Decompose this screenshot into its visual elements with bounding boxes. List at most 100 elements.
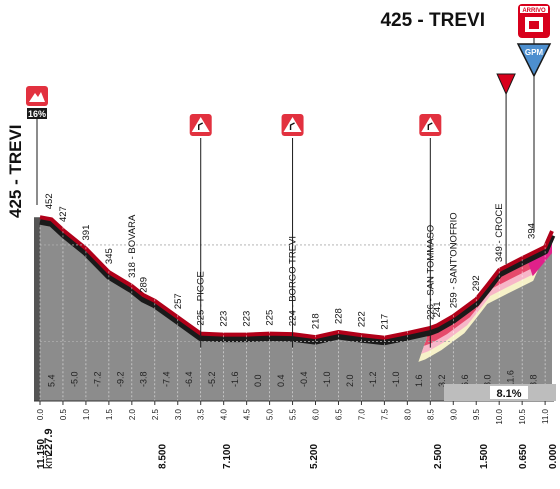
last-km-badge [444, 384, 556, 401]
climb-badge-text: 16% [28, 109, 46, 119]
x-tick-label: 4.0 [220, 408, 229, 420]
gradient-label: -7.2 [92, 371, 102, 387]
x-tick-label: 5.5 [289, 408, 298, 420]
x-tick-label: 4.5 [243, 408, 252, 420]
gradient-label: 1.6 [414, 374, 424, 387]
last-km-badge-text: 8.1% [496, 388, 521, 400]
remaining-distance: 1.500 [479, 444, 490, 469]
gpm-label: GPM [525, 48, 544, 57]
altitude-label: 223 [219, 311, 230, 327]
place-label: 318 - BOVARA [127, 214, 138, 278]
x-tick-label: 9.0 [449, 408, 458, 420]
gradient-label: -0.4 [299, 371, 309, 387]
x-tick-label: 6.0 [312, 408, 321, 420]
x-tick-label: 0.0 [36, 408, 45, 420]
hazard-markers [189, 114, 442, 348]
gradient-label: -1.6 [230, 371, 240, 387]
x-tick-label: 7.5 [380, 408, 389, 420]
x-tick-label: 3.5 [197, 408, 206, 420]
gradient-label: -1.0 [391, 371, 401, 387]
altitude-label: 292 [471, 275, 482, 291]
altitude-label: 427 [58, 206, 69, 222]
arrivo-label: ARRIVO [522, 8, 546, 14]
altitude-label: 218 [311, 313, 322, 329]
gradient-label: 2.0 [345, 374, 355, 387]
gradient-label: 8.0 [483, 374, 493, 387]
total-distance-label: 227.9 [43, 428, 55, 456]
x-tick-label: 1.0 [82, 408, 91, 420]
remaining-distance: 0.650 [518, 444, 529, 469]
finish-title: 425 - TREVI [380, 10, 485, 31]
altitude-label: 241 [432, 302, 443, 318]
gradient-label: 8.8 [529, 374, 539, 387]
start-town-label: 425 - TREVI [6, 124, 25, 218]
climb-warning-icon [26, 86, 48, 106]
gradient-label: -1.0 [322, 371, 332, 387]
place-label: 259 - SANT'ONOFRIO [448, 212, 459, 308]
altitude-label: 228 [333, 308, 344, 324]
altitude-label: 345 [104, 248, 115, 264]
x-tick-label: 2.5 [151, 408, 160, 420]
gradient-label: -6.4 [184, 371, 194, 387]
last-km-flag-icon [496, 73, 516, 265]
x-tick-label: 8.5 [426, 408, 435, 420]
finish-flag-icon [518, 4, 550, 38]
hazard-icon [189, 114, 212, 136]
x-tick-label: 10.0 [495, 408, 504, 424]
altitude-label: 452 [44, 193, 55, 209]
remaining-distance: 7.100 [222, 444, 233, 469]
remaining-distance: 2.500 [433, 444, 444, 469]
gradient-label: -5.2 [207, 371, 217, 387]
place-label: 349 - CROCE [494, 203, 505, 262]
x-tick-label: 1.5 [105, 408, 114, 420]
remaining-distance: 0.000 [548, 444, 559, 469]
altitude-label: 222 [356, 311, 367, 327]
x-tick-label: 5.0 [266, 408, 275, 420]
gradient-label: 6.6 [460, 374, 470, 387]
x-tick-label: 11.0 [541, 408, 550, 424]
road-line [39, 215, 554, 340]
gradient-label: -3.8 [138, 371, 148, 387]
gradient-labels: 5.4 -5.0 -7.2 -9.2 -3.8 -7.4 -6.4 -5.2 -1.6 0.0 0.… [46, 370, 538, 387]
profile-area [34, 215, 556, 401]
gradient-label: 5.4 [46, 374, 56, 387]
gradient-label: -9.2 [115, 371, 125, 387]
altitude-label: 257 [173, 293, 184, 309]
gradient-label: 0.0 [253, 374, 263, 387]
gradient-label: -1.2 [368, 371, 378, 387]
x-tick-label: 7.0 [357, 408, 366, 420]
hazard-icon [281, 114, 304, 136]
x-axis: 0.0 0.5 1.0 1.5 2.0 2.5 3.0 3.5 4.0 4.5 5.0 5.5 6.0 6… [34, 400, 554, 425]
x-tick-label: 0.5 [59, 408, 68, 420]
x-tick-label: 6.5 [334, 408, 343, 420]
altitude-label: 391 [81, 225, 92, 241]
gradient-label: 0.4 [276, 374, 286, 387]
gradient-label: 11.6 [506, 370, 516, 387]
altitude-label: 223 [242, 311, 253, 327]
hazard-icon [419, 114, 442, 136]
x-tick-label: 3.0 [174, 408, 183, 420]
gpm-marker-icon [516, 43, 552, 78]
gradient-label: -7.4 [161, 371, 171, 387]
x-tick-label: 2.0 [128, 408, 137, 420]
altitude-label: 394 [526, 223, 537, 239]
x-tick-label: 8.0 [403, 408, 412, 420]
remaining-distance: 8.500 [158, 444, 169, 469]
km-unit-label: km [43, 454, 55, 469]
climb-badge-box [27, 108, 47, 119]
gradient-label: -5.0 [69, 371, 79, 387]
altitude-label: 217 [379, 314, 390, 330]
gradient-label: 3.2 [437, 374, 447, 387]
x-tick-label: 10.5 [518, 408, 527, 424]
remaining-distance: 5.200 [309, 444, 320, 469]
road-shadow [39, 217, 556, 346]
remaining-distance: 11.150 [36, 439, 47, 469]
remaining-distance-labels: 11.150 8.500 7.100 5.200 2.500 1.500 0.650 0.00… [36, 439, 559, 469]
x-tick-label: 9.5 [472, 408, 481, 420]
altitude-label: 289 [138, 277, 149, 293]
altitude-label: 225 [265, 310, 276, 326]
last-km-triangle [496, 73, 516, 96]
start-wall [34, 217, 40, 401]
